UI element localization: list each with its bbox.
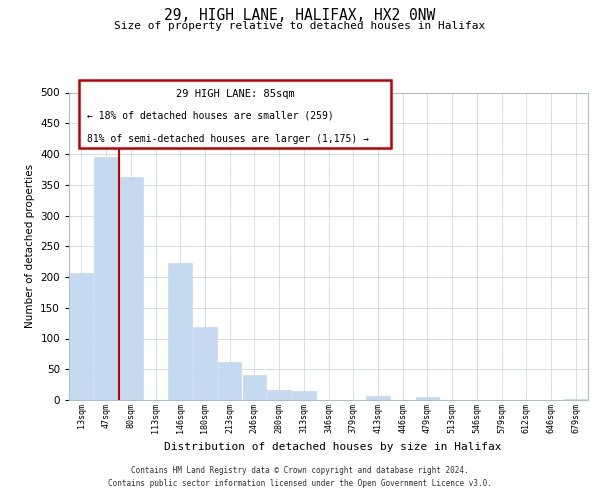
Text: 29, HIGH LANE, HALIFAX, HX2 0NW: 29, HIGH LANE, HALIFAX, HX2 0NW — [164, 8, 436, 22]
Bar — [94, 157, 118, 400]
Bar — [70, 272, 93, 400]
Bar — [366, 396, 389, 400]
Bar — [292, 392, 316, 400]
Bar — [416, 397, 439, 400]
Text: ← 18% of detached houses are smaller (259): ← 18% of detached houses are smaller (25… — [87, 111, 334, 121]
Text: Contains HM Land Registry data © Crown copyright and database right 2024.
Contai: Contains HM Land Registry data © Crown c… — [108, 466, 492, 487]
Bar — [268, 390, 291, 400]
Text: Size of property relative to detached houses in Halifax: Size of property relative to detached ho… — [115, 21, 485, 31]
Bar — [242, 376, 266, 400]
Bar — [169, 264, 192, 400]
Text: 29 HIGH LANE: 85sqm: 29 HIGH LANE: 85sqm — [176, 90, 295, 100]
Text: Distribution of detached houses by size in Halifax: Distribution of detached houses by size … — [164, 442, 502, 452]
Bar — [119, 178, 143, 400]
Text: 81% of semi-detached houses are larger (1,175) →: 81% of semi-detached houses are larger (… — [87, 134, 369, 144]
Bar — [564, 399, 587, 400]
FancyBboxPatch shape — [79, 80, 391, 148]
Y-axis label: Number of detached properties: Number of detached properties — [25, 164, 35, 328]
Bar — [218, 362, 241, 400]
Bar — [193, 328, 217, 400]
